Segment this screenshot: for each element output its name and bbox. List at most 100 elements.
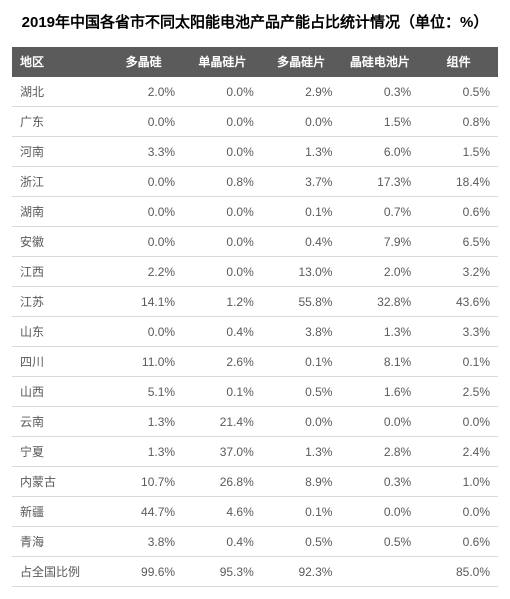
value-cell: 3.7%: [262, 167, 341, 197]
table-row: 安徽0.0%0.0%0.4%7.9%6.5%: [12, 227, 498, 257]
value-cell: 85.0%: [419, 557, 498, 587]
value-cell: 55.8%: [262, 287, 341, 317]
region-cell: 湖南: [12, 197, 104, 227]
value-cell: 92.3%: [262, 557, 341, 587]
region-cell: 四川: [12, 347, 104, 377]
region-cell: 青海: [12, 527, 104, 557]
value-cell: 0.0%: [340, 497, 419, 527]
value-cell: 2.0%: [340, 257, 419, 287]
value-cell: 0.0%: [262, 407, 341, 437]
value-cell: 0.0%: [183, 107, 262, 137]
value-cell: 0.0%: [419, 497, 498, 527]
value-cell: 2.5%: [419, 377, 498, 407]
value-cell: 1.3%: [104, 407, 183, 437]
region-cell: 广东: [12, 107, 104, 137]
value-cell: 3.2%: [419, 257, 498, 287]
region-cell: 安徽: [12, 227, 104, 257]
value-cell: 0.5%: [262, 377, 341, 407]
table-body: 湖北2.0%0.0%2.9%0.3%0.5%广东0.0%0.0%0.0%1.5%…: [12, 77, 498, 587]
value-cell: 0.0%: [183, 227, 262, 257]
value-cell: 1.5%: [340, 107, 419, 137]
table-row: 湖南0.0%0.0%0.1%0.7%0.6%: [12, 197, 498, 227]
table-row: 内蒙古10.7%26.8%8.9%0.3%1.0%: [12, 467, 498, 497]
table-row: 新疆44.7%4.6%0.1%0.0%0.0%: [12, 497, 498, 527]
table-row: 江苏14.1%1.2%55.8%32.8%43.6%: [12, 287, 498, 317]
value-cell: 0.1%: [183, 377, 262, 407]
value-cell: 26.8%: [183, 467, 262, 497]
value-cell: 0.5%: [340, 527, 419, 557]
value-cell: 7.9%: [340, 227, 419, 257]
column-header: 单晶硅片: [183, 47, 262, 77]
value-cell: 0.0%: [183, 77, 262, 107]
value-cell: 1.3%: [262, 437, 341, 467]
value-cell: 0.0%: [104, 197, 183, 227]
data-table: 地区多晶硅单晶硅片多晶硅片晶硅电池片组件 湖北2.0%0.0%2.9%0.3%0…: [12, 47, 498, 587]
value-cell: 0.0%: [104, 167, 183, 197]
value-cell: 1.3%: [262, 137, 341, 167]
column-header: 组件: [419, 47, 498, 77]
table-header: 地区多晶硅单晶硅片多晶硅片晶硅电池片组件: [12, 47, 498, 77]
table-row: 浙江0.0%0.8%3.7%17.3%18.4%: [12, 167, 498, 197]
value-cell: 95.3%: [183, 557, 262, 587]
value-cell: 0.8%: [419, 107, 498, 137]
value-cell: 2.2%: [104, 257, 183, 287]
value-cell: 3.8%: [262, 317, 341, 347]
value-cell: 0.1%: [262, 347, 341, 377]
value-cell: 0.3%: [340, 467, 419, 497]
region-cell: 浙江: [12, 167, 104, 197]
region-cell: 云南: [12, 407, 104, 437]
table-row: 云南1.3%21.4%0.0%0.0%0.0%: [12, 407, 498, 437]
value-cell: 0.4%: [262, 227, 341, 257]
value-cell: 11.0%: [104, 347, 183, 377]
table-row: 四川11.0%2.6%0.1%8.1%0.1%: [12, 347, 498, 377]
value-cell: 10.7%: [104, 467, 183, 497]
value-cell: 44.7%: [104, 497, 183, 527]
value-cell: 1.0%: [419, 467, 498, 497]
table-row: 河南3.3%0.0%1.3%6.0%1.5%: [12, 137, 498, 167]
value-cell: 17.3%: [340, 167, 419, 197]
value-cell: 3.3%: [419, 317, 498, 347]
value-cell: 0.0%: [419, 407, 498, 437]
value-cell: 1.3%: [104, 437, 183, 467]
value-cell: 0.0%: [183, 197, 262, 227]
value-cell: 1.5%: [419, 137, 498, 167]
value-cell: 6.0%: [340, 137, 419, 167]
region-cell: 新疆: [12, 497, 104, 527]
value-cell: 0.7%: [340, 197, 419, 227]
value-cell: 1.2%: [183, 287, 262, 317]
value-cell: [340, 557, 419, 587]
table-row: 青海3.8%0.4%0.5%0.5%0.6%: [12, 527, 498, 557]
value-cell: 99.6%: [104, 557, 183, 587]
value-cell: 14.1%: [104, 287, 183, 317]
value-cell: 0.5%: [419, 77, 498, 107]
value-cell: 3.8%: [104, 527, 183, 557]
value-cell: 0.0%: [104, 317, 183, 347]
value-cell: 0.0%: [340, 407, 419, 437]
value-cell: 2.4%: [419, 437, 498, 467]
region-cell: 湖北: [12, 77, 104, 107]
table-row: 占全国比例99.6%95.3%92.3% 85.0%: [12, 557, 498, 587]
column-header: 多晶硅: [104, 47, 183, 77]
region-cell: 占全国比例: [12, 557, 104, 587]
table-row: 山西5.1%0.1%0.5%1.6%2.5%: [12, 377, 498, 407]
table-row: 广东0.0%0.0%0.0%1.5%0.8%: [12, 107, 498, 137]
value-cell: 4.6%: [183, 497, 262, 527]
value-cell: 8.9%: [262, 467, 341, 497]
value-cell: 0.0%: [262, 107, 341, 137]
value-cell: 1.3%: [340, 317, 419, 347]
value-cell: 37.0%: [183, 437, 262, 467]
value-cell: 0.5%: [262, 527, 341, 557]
table-row: 山东0.0%0.4%3.8%1.3%3.3%: [12, 317, 498, 347]
value-cell: 32.8%: [340, 287, 419, 317]
region-cell: 山东: [12, 317, 104, 347]
value-cell: 2.6%: [183, 347, 262, 377]
value-cell: 0.0%: [183, 257, 262, 287]
value-cell: 0.4%: [183, 527, 262, 557]
value-cell: 18.4%: [419, 167, 498, 197]
table-row: 湖北2.0%0.0%2.9%0.3%0.5%: [12, 77, 498, 107]
value-cell: 21.4%: [183, 407, 262, 437]
value-cell: 5.1%: [104, 377, 183, 407]
region-cell: 江苏: [12, 287, 104, 317]
value-cell: 2.9%: [262, 77, 341, 107]
value-cell: 0.1%: [262, 497, 341, 527]
